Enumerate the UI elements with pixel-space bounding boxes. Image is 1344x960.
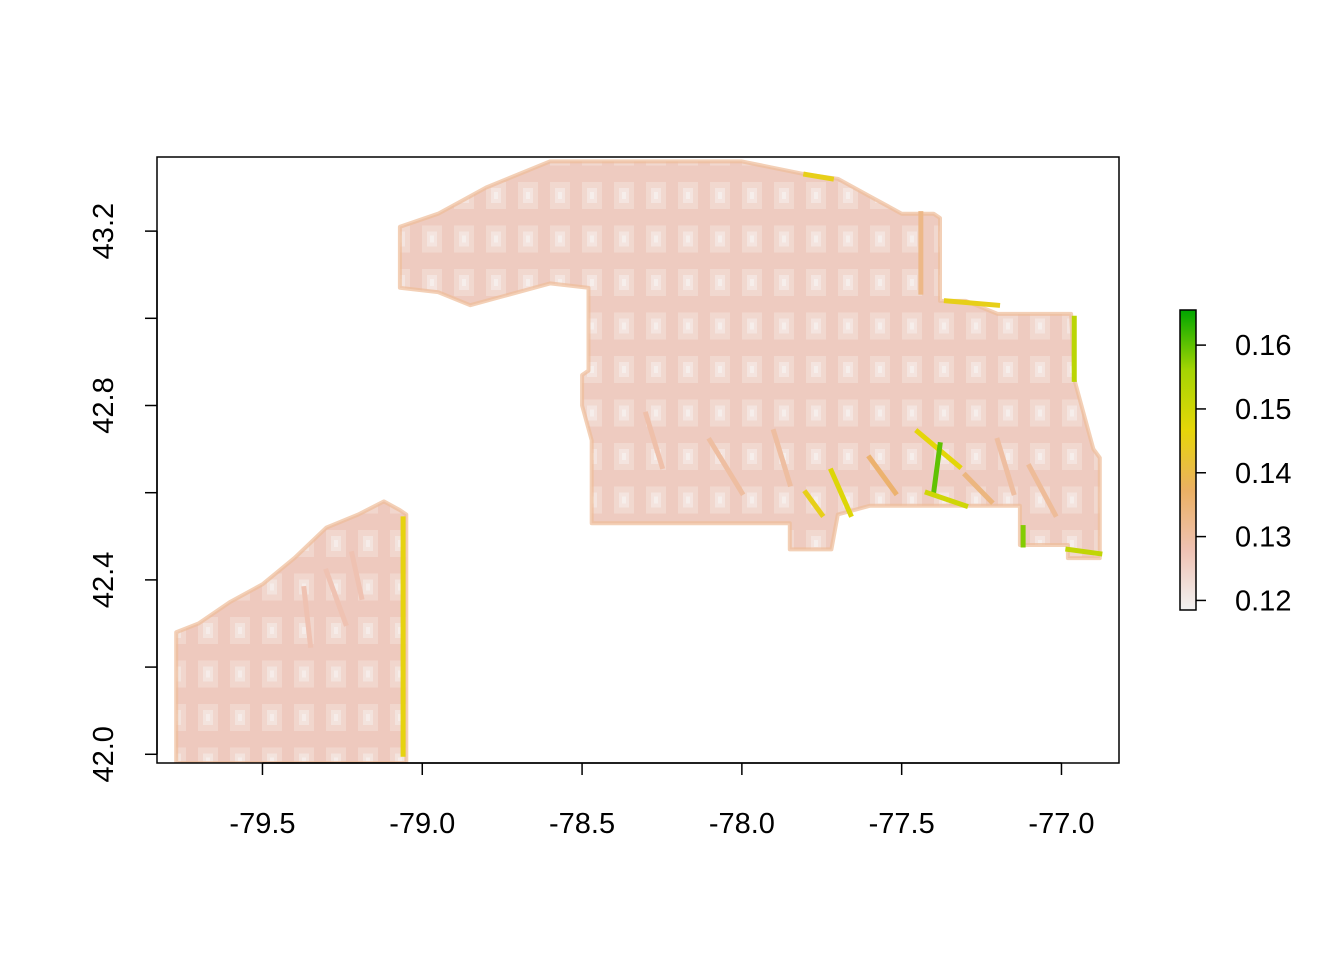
- x-tick-label: -78.5: [549, 808, 615, 840]
- x-tick-label: -78.0: [709, 808, 775, 840]
- region-texture: [176, 501, 407, 763]
- raster-streak: [802, 171, 835, 182]
- raster-streak: [994, 437, 1017, 496]
- x-axis: -79.5 -79.0 -78.5 -78.0 -77.5 -77.0: [229, 762, 1095, 840]
- raster-streak: [924, 489, 969, 509]
- legend-tick-label: 0.14: [1235, 458, 1291, 490]
- x-tick-label: -79.5: [229, 808, 295, 840]
- raster-streak: [301, 585, 314, 649]
- raster-streak: [828, 467, 854, 518]
- raster-streak: [770, 428, 793, 488]
- raster-streak: [866, 454, 899, 497]
- legend-tick-label: 0.16: [1235, 330, 1291, 362]
- y-tick-label: 43.2: [88, 203, 120, 259]
- color-legend: 0.12 0.13 0.14 0.15 0.16: [1179, 309, 1291, 617]
- y-tick-label: 42.4: [88, 552, 120, 608]
- region-southwest-block: [174, 499, 409, 763]
- x-tick-label: -79.0: [389, 808, 455, 840]
- raster-streak: [706, 436, 746, 497]
- raster-streak: [802, 489, 826, 518]
- x-tick-label: -77.0: [1028, 808, 1094, 840]
- region-texture: [399, 161, 1100, 559]
- region-northeast-block: [397, 159, 1103, 561]
- raster-streak: [348, 550, 365, 601]
- region-edge: [397, 159, 1102, 561]
- y-tick-label: 42.0: [88, 726, 120, 782]
- region-edge: [174, 499, 409, 763]
- raster-streak: [323, 567, 349, 627]
- raster-streak: [943, 298, 1001, 308]
- x-tick-label: -77.5: [869, 808, 935, 840]
- legend-colorbar: [1179, 309, 1197, 611]
- raster-streak: [930, 441, 943, 496]
- legend-tick-label: 0.13: [1235, 522, 1291, 554]
- y-axis: 42.0 42.4 42.8 43.2: [88, 203, 158, 783]
- y-tick-label: 42.8: [88, 377, 120, 433]
- legend-tick-label: 0.15: [1235, 394, 1291, 426]
- raster-streak: [962, 471, 995, 505]
- raster-streak: [642, 411, 666, 470]
- raster-streak: [1065, 546, 1103, 557]
- raster-layer: [174, 159, 1103, 763]
- raster-streak: [1026, 463, 1059, 518]
- legend-tick-label: 0.12: [1235, 585, 1291, 617]
